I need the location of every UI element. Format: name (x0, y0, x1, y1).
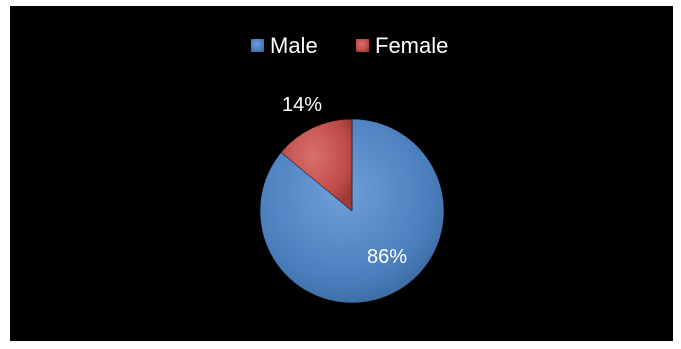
legend-label-male: Male (270, 33, 318, 58)
pie-slice-female (280, 118, 353, 212)
pie-chart: Male Female 86% 14% (251, 33, 448, 304)
data-label-female: 14% (282, 94, 322, 116)
pie-slice-male (259, 118, 445, 304)
legend-swatch-male (251, 39, 264, 52)
legend-label-female: Female (375, 33, 448, 58)
pie-slices (259, 118, 445, 304)
chart-area: Male Female 86% 14% (10, 6, 673, 341)
data-label-male: 86% (367, 246, 407, 268)
legend-swatch-female (356, 39, 369, 52)
data-labels: 86% 14% (282, 94, 407, 268)
legend: Male Female (251, 33, 448, 58)
